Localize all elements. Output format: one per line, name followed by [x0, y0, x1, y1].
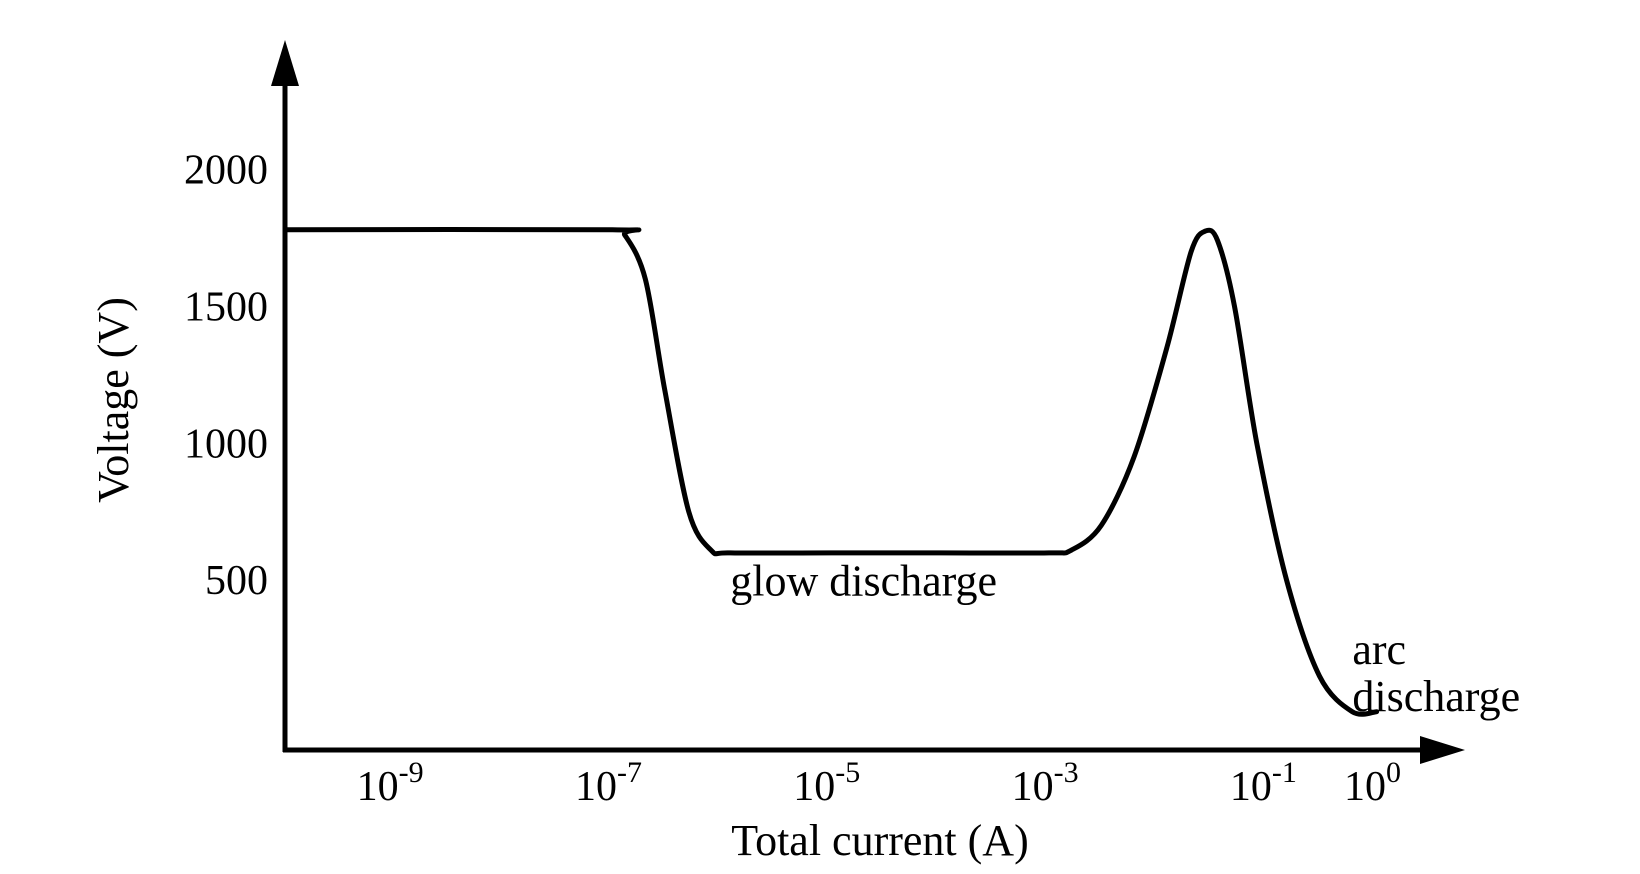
x-tick-label: 10-3 — [1012, 756, 1079, 810]
annotation-label: glow discharge — [730, 557, 997, 606]
axes — [271, 40, 1465, 764]
x-tick-label: 10-9 — [357, 756, 424, 810]
y-tick-label: 1500 — [184, 284, 268, 330]
x-tick-label: 10-7 — [575, 756, 642, 810]
y-tick-label: 2000 — [184, 148, 268, 194]
annotation-label: discharge — [1352, 672, 1520, 721]
y-axis-label: Voltage (V) — [89, 297, 138, 503]
x-axis-arrow — [1420, 736, 1465, 764]
x-tick-label: 100 — [1344, 756, 1401, 810]
x-tick-label: 10-5 — [793, 756, 860, 810]
y-tick-label: 1000 — [184, 421, 268, 467]
x-axis-label: Total current (A) — [731, 816, 1028, 865]
voltage-current-curve — [282, 226, 1380, 717]
y-tick-label: 500 — [205, 558, 268, 604]
y-tick-labels: 500 1000 1500 2000 — [184, 148, 268, 605]
y-axis-arrow — [271, 40, 299, 86]
annotation-label: arc — [1352, 625, 1406, 674]
x-tick-labels: 10-9 10-7 10-5 10-3 10-1 100 — [357, 756, 1401, 810]
x-tick-label: 10-1 — [1230, 756, 1297, 810]
